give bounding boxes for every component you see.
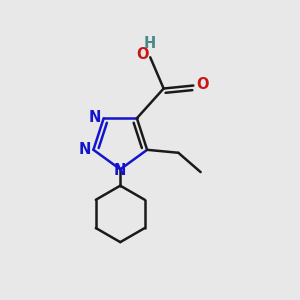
Text: H: H bbox=[144, 35, 156, 50]
Text: N: N bbox=[88, 110, 101, 125]
Text: N: N bbox=[79, 142, 91, 157]
Text: O: O bbox=[196, 77, 208, 92]
Text: O: O bbox=[136, 47, 149, 62]
Text: N: N bbox=[114, 163, 127, 178]
